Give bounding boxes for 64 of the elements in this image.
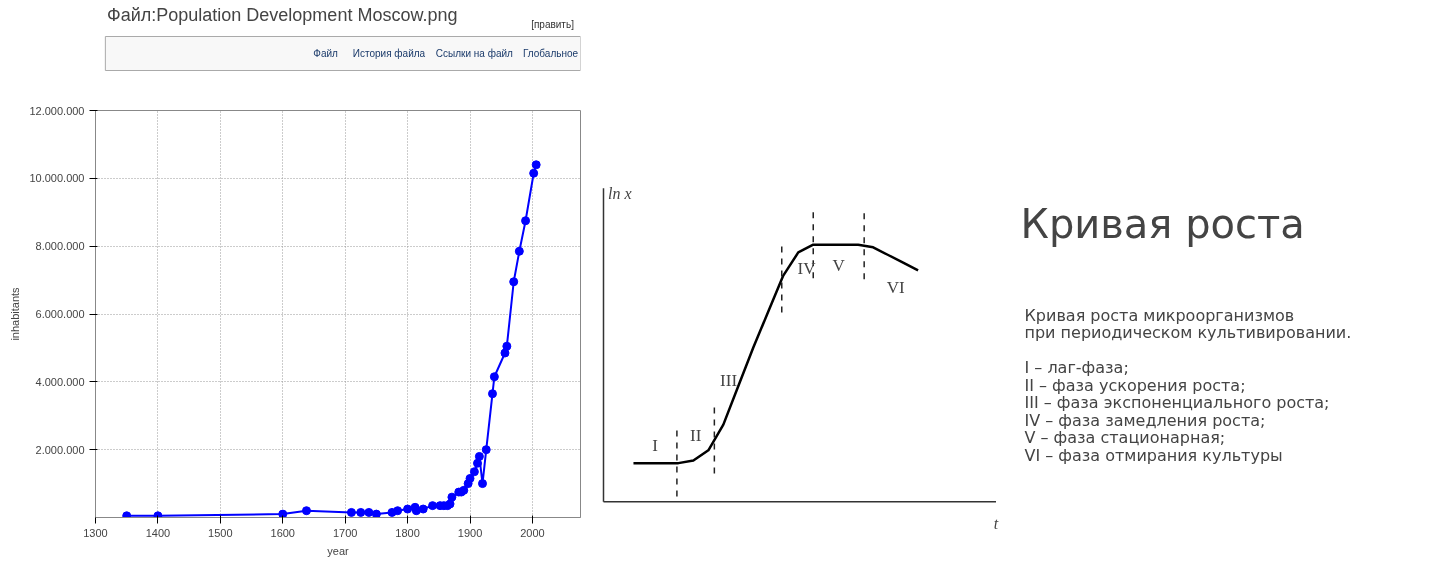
point [418,504,428,514]
point [481,445,491,455]
text: II – фаза ускорения роста; [1024,375,1246,395]
point [509,277,519,287]
point [122,511,132,518]
point [301,506,311,516]
point [393,506,403,516]
y-tick-label: 12.000.000 [29,104,85,117]
point [356,507,366,517]
point [502,341,512,351]
point [531,160,541,170]
x-tick-label: 1700 [332,526,358,539]
point [489,372,499,382]
y-axis-title: inhabitants [9,286,22,341]
y-tick-label: 4.000.000 [35,375,85,388]
x-tick-label: 1300 [83,526,108,539]
x-tick-label: 1500 [208,526,233,539]
point [514,246,524,256]
point [153,511,163,518]
point [447,492,457,502]
annotation: VI [886,277,905,297]
annotation: II [689,426,702,446]
text: III – фаза экспоненциального роста; [1024,393,1330,413]
point [478,479,487,489]
text: [править] [531,19,575,30]
text: IV – фаза замедления роста; [1024,410,1266,430]
point [403,504,413,514]
x-axis-title: t [993,514,999,532]
text: Кривая роста [1020,201,1305,248]
annotation: I [652,435,659,455]
text: Глобальное [522,48,579,59]
point [465,474,475,483]
x-tick-label: 1400 [145,526,171,539]
point [469,467,479,477]
y-tick-label: 6.000.000 [35,308,85,320]
y-axis-title: ln x [607,184,632,202]
x-tick-label: 1600 [270,526,296,539]
annotation: V [832,255,846,275]
y-tick-label: 8.000.000 [35,240,85,253]
point [428,501,438,511]
chart-title: Файл:Population Development Moscow.png [107,4,458,25]
x-tick-label: 2000 [520,526,545,539]
text: История файла [352,48,426,59]
annotation: III [720,370,738,390]
y-tick-label: 10.000.000 [29,172,85,185]
point [487,389,497,399]
text: Кривая роста микроорганизмов при периодическом культивировании. [1024,305,1352,343]
text: V – фаза стационарная; [1024,428,1226,448]
point [529,168,539,178]
point [364,507,374,517]
text: Файл [313,48,339,59]
text: I – лаг-фаза; [1024,358,1129,378]
point [278,509,288,518]
text: Ссылки на файл [435,48,514,59]
x-axis-title: year [327,544,350,557]
point [474,451,484,461]
annotation: IV [797,259,817,279]
point [521,216,531,226]
point [371,509,381,518]
x-tick-label: 1800 [395,526,420,539]
x-tick-label: 1900 [457,526,483,539]
y-tick-label: 2.000.000 [35,443,85,456]
text: VI – фаза отмирания культуры [1024,445,1283,465]
point [346,507,356,517]
